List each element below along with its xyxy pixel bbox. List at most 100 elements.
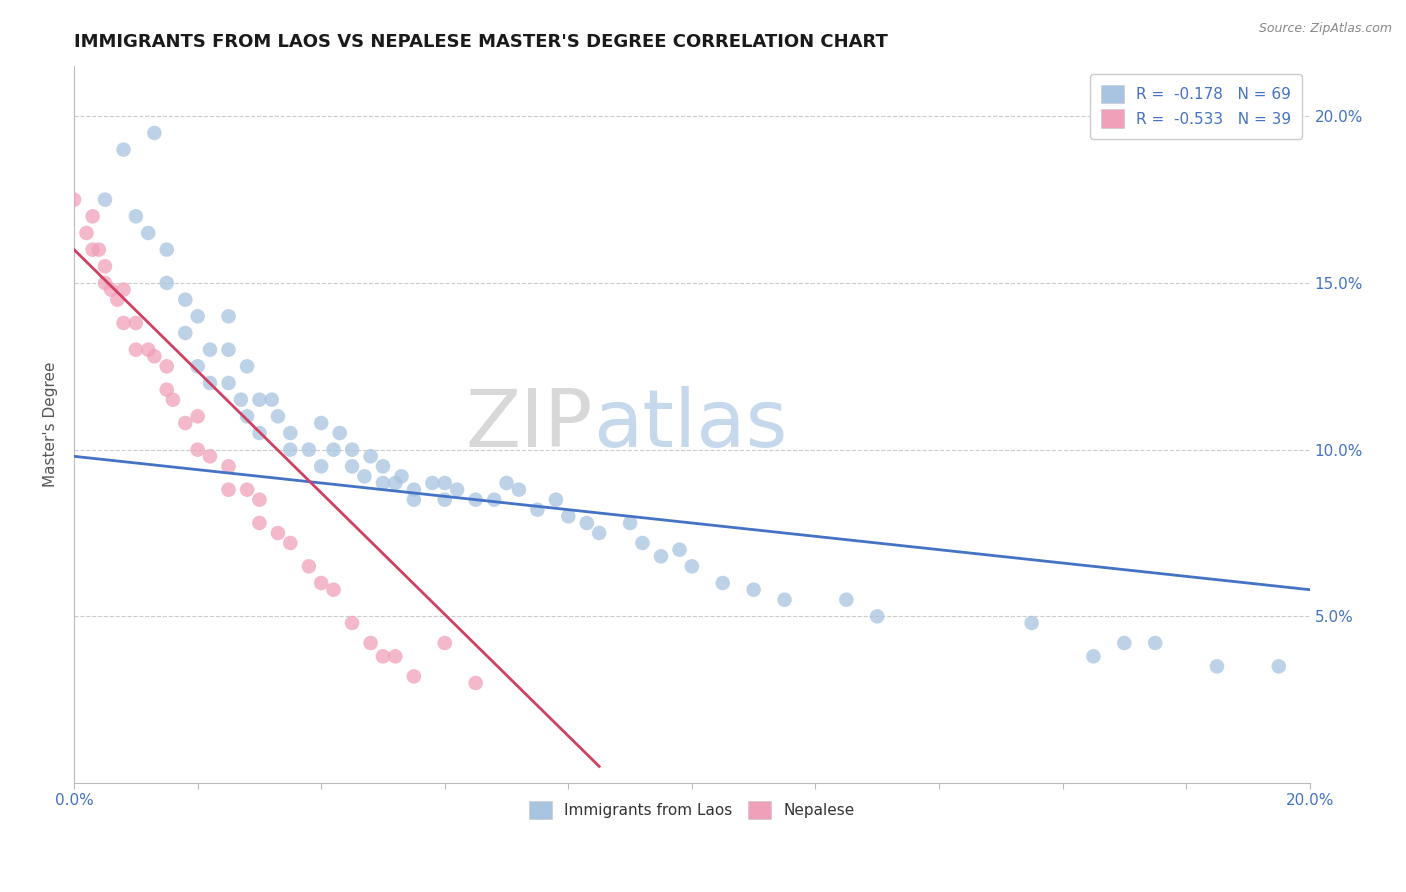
Point (309, 416, 332, 430)
Point (340, 442, 363, 457)
Point (360, 636, 382, 650)
Point (557, 509, 579, 524)
Point (267, 526, 290, 541)
Point (174, 326, 197, 340)
Point (112, 316, 135, 330)
Point (384, 649, 406, 664)
Point (82, 243, 104, 257)
Point (105, 293, 128, 307)
Point (298, 442, 321, 457)
Point (391, 469, 413, 483)
Point (433, 636, 456, 650)
Point (236, 409, 259, 424)
Point (249, 492, 271, 507)
Point (446, 483, 468, 497)
Point (309, 459, 332, 474)
Point (174, 293, 197, 307)
Point (322, 582, 344, 597)
Point (495, 475, 517, 490)
Point (422, 475, 444, 490)
Point (1206, 659, 1229, 673)
Point (402, 492, 425, 507)
Point (87, 243, 110, 257)
Point (433, 475, 456, 490)
Point (218, 459, 240, 474)
Point (1021, 615, 1043, 630)
Point (619, 516, 641, 530)
Point (1114, 636, 1136, 650)
Point (198, 343, 221, 357)
Point (125, 343, 148, 357)
Point (218, 310, 240, 324)
Point (63, 193, 86, 207)
Point (322, 442, 344, 457)
Point (464, 492, 486, 507)
Point (260, 392, 283, 407)
Point (236, 483, 259, 497)
Point (236, 359, 259, 374)
Text: ZIP: ZIP (465, 385, 593, 464)
Point (433, 492, 456, 507)
Point (371, 475, 394, 490)
Legend: Immigrants from Laos, Nepalese: Immigrants from Laos, Nepalese (523, 795, 860, 826)
Point (773, 592, 796, 607)
Point (340, 615, 363, 630)
Point (94, 193, 117, 207)
Point (249, 392, 271, 407)
Point (125, 316, 148, 330)
Point (198, 376, 221, 390)
Point (174, 416, 197, 430)
Point (249, 516, 271, 530)
Point (278, 536, 301, 550)
Point (218, 343, 240, 357)
Point (1144, 636, 1167, 650)
Point (136, 343, 159, 357)
Point (711, 576, 734, 591)
Point (526, 502, 548, 516)
Point (544, 492, 567, 507)
Point (1083, 649, 1105, 664)
Text: atlas: atlas (593, 385, 787, 464)
Point (75, 226, 97, 240)
Point (588, 526, 610, 541)
Point (681, 559, 703, 574)
Point (650, 549, 672, 564)
Point (329, 425, 352, 440)
Point (125, 209, 148, 223)
Point (360, 450, 382, 464)
Point (668, 542, 690, 557)
Point (156, 359, 179, 374)
Point (218, 483, 240, 497)
Point (371, 459, 394, 474)
Point (575, 516, 598, 530)
Point (156, 383, 179, 397)
Point (402, 669, 425, 683)
Point (156, 243, 179, 257)
Point (100, 283, 122, 297)
Point (112, 143, 135, 157)
Point (340, 459, 363, 474)
Point (187, 409, 209, 424)
Text: Source: ZipAtlas.com: Source: ZipAtlas.com (1258, 22, 1392, 36)
Point (187, 359, 209, 374)
Point (249, 425, 271, 440)
Point (198, 450, 221, 464)
Point (508, 483, 530, 497)
Point (187, 310, 209, 324)
Point (278, 442, 301, 457)
Point (402, 483, 425, 497)
Point (156, 276, 179, 290)
Point (94, 276, 117, 290)
Text: IMMIGRANTS FROM LAOS VS NEPALESE MASTER'S DEGREE CORRELATION CHART: IMMIGRANTS FROM LAOS VS NEPALESE MASTER'… (75, 33, 889, 51)
Point (866, 609, 889, 624)
Point (353, 469, 375, 483)
Point (136, 226, 159, 240)
Point (143, 349, 166, 363)
Y-axis label: Master's Degree: Master's Degree (44, 362, 58, 487)
Point (267, 409, 290, 424)
Point (143, 126, 166, 140)
Point (742, 582, 765, 597)
Point (278, 425, 301, 440)
Point (94, 260, 117, 274)
Point (218, 376, 240, 390)
